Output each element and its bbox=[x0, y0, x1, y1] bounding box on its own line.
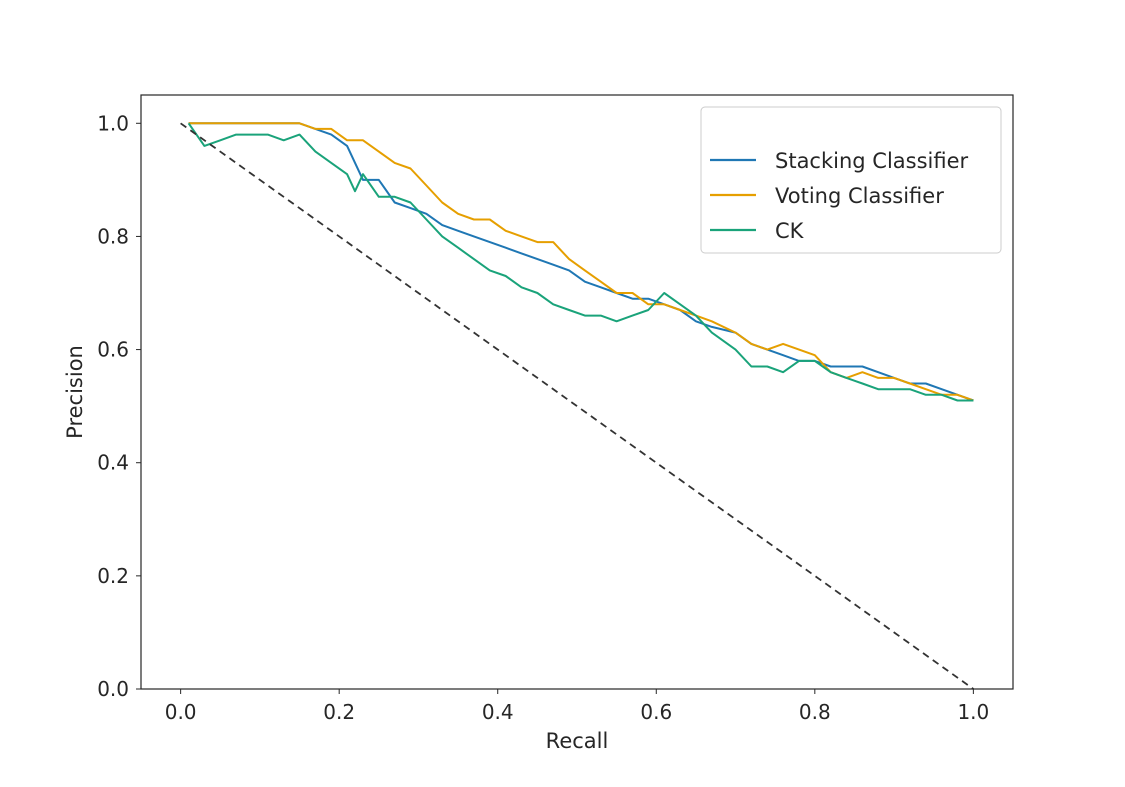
x-tick-label: 0.6 bbox=[640, 700, 672, 724]
legend: Stacking Classifier Voting Classifier CK bbox=[700, 106, 1002, 254]
x-tick-label: 0.0 bbox=[165, 700, 197, 724]
series-line-ck bbox=[187, 122, 974, 402]
y-tick-label: 0.0 bbox=[97, 677, 129, 701]
legend-label: Voting Classifier bbox=[775, 184, 944, 208]
y-tick-label: 0.6 bbox=[97, 338, 129, 362]
x-axis-ticks: 0.0 0.2 0.4 0.6 0.8 1.0 bbox=[165, 689, 989, 724]
legend-label: CK bbox=[775, 219, 805, 243]
y-tick-label: 0.4 bbox=[97, 451, 129, 475]
series-line-stacking-classifier bbox=[188, 122, 974, 402]
y-axis-label: Precision bbox=[63, 345, 87, 439]
legend-label: Stacking Classifier bbox=[775, 149, 969, 173]
y-axis-ticks: 0.0 0.2 0.4 0.6 0.8 1.0 bbox=[97, 111, 141, 701]
y-tick-label: 0.8 bbox=[97, 224, 129, 248]
series-line-baseline bbox=[180, 122, 974, 690]
y-tick-label: 1.0 bbox=[97, 111, 129, 135]
x-tick-label: 1.0 bbox=[957, 700, 989, 724]
x-tick-label: 0.4 bbox=[482, 700, 514, 724]
y-tick-label: 0.2 bbox=[97, 564, 129, 588]
x-tick-label: 0.8 bbox=[799, 700, 831, 724]
series-line-voting-classifier bbox=[188, 122, 974, 402]
plot-lines bbox=[180, 122, 974, 690]
legend-box bbox=[700, 106, 1002, 254]
plot-frame bbox=[140, 94, 1014, 690]
x-axis-label: Recall bbox=[546, 729, 609, 753]
x-tick-label: 0.2 bbox=[323, 700, 355, 724]
